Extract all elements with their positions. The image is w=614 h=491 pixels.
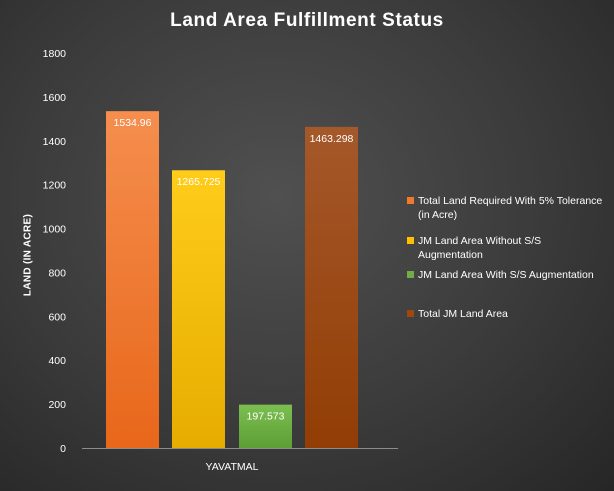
chart-title: Land Area Fulfillment Status (170, 10, 444, 31)
bar-series-2 (172, 170, 225, 448)
bar-series-3 (239, 404, 292, 448)
legend-item: JM Land Area Without S/S Augmentation (407, 234, 607, 262)
data-label: 197.573 (247, 411, 285, 423)
y-tick-label: 400 (48, 355, 66, 367)
y-tick-label: 600 (48, 311, 66, 323)
legend-label: JM Land Area Without S/S Augmentation (418, 235, 542, 261)
y-tick-label: 1600 (43, 92, 67, 104)
legend-swatch (407, 237, 414, 244)
legend-label: Total Land Required With 5% Tolerance (i… (418, 195, 603, 221)
data-label: 1534.96 (114, 117, 152, 129)
y-tick-label: 1200 (43, 180, 67, 192)
y-tick-label: 1000 (43, 224, 67, 236)
legend-item: Total Land Required With 5% Tolerance (i… (407, 194, 607, 222)
x-category-label: YAVATMAL (206, 461, 259, 473)
legend-label: Total JM Land Area (418, 308, 508, 320)
y-tick-label: 1400 (43, 136, 67, 148)
data-label: 1463.298 (310, 133, 354, 145)
y-tick-label: 200 (48, 399, 66, 411)
legend-swatch (407, 197, 414, 204)
y-tick-label: 1800 (43, 48, 67, 60)
legend-item: JM Land Area With S/S Augmentation (407, 268, 607, 282)
y-tick-label: 0 (60, 443, 66, 455)
bar-series-1 (106, 111, 159, 448)
legend-swatch (407, 310, 414, 317)
legend-label: JM Land Area With S/S Augmentation (418, 269, 594, 281)
legend-swatch (407, 271, 414, 278)
y-tick-label: 800 (48, 267, 66, 279)
data-label: 1265.725 (177, 176, 221, 188)
bar-series-4 (305, 126, 358, 448)
legend-item: Total JM Land Area (407, 307, 607, 321)
